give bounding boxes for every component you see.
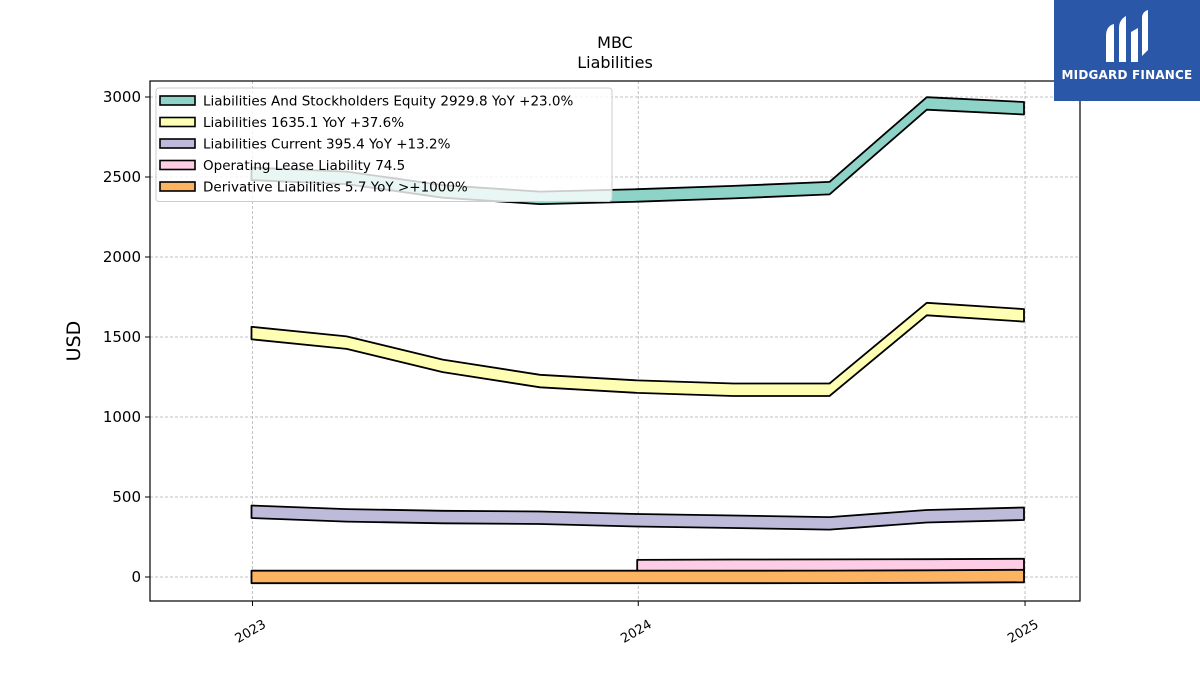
series-band [250, 504, 1025, 531]
y-tick-label: 500 [112, 488, 141, 506]
logo-text: MIDGARD FINANCE [1061, 68, 1193, 82]
x-tick-label: 2023 [233, 617, 269, 647]
legend-entry: Derivative Liabilities 5.7 YoY >+1000% [203, 180, 468, 196]
chart-subtitle: Liabilities [577, 53, 653, 72]
y-tick-label: 2500 [103, 168, 141, 186]
legend-swatch [159, 116, 196, 128]
midgard-finance-logo: MIDGARD FINANCE [1054, 0, 1200, 101]
chart-title: MBC [597, 33, 633, 52]
y-tick-label: 2000 [103, 248, 141, 266]
plot-frame [149, 80, 1081, 602]
y-tick-label: 3000 [103, 88, 141, 106]
y-tick-label: 1500 [103, 328, 141, 346]
legend-entry: Liabilities 1635.1 YoY +37.6% [203, 115, 404, 131]
legend-box [155, 87, 613, 202]
y-axis-label: USD [63, 321, 85, 362]
y-tick-label: 0 [131, 568, 141, 586]
legend-entry: Operating Lease Liability 74.5 [203, 158, 405, 174]
x-tick-label: 2024 [618, 617, 654, 647]
series-layer [250, 96, 1025, 585]
legend-swatch [159, 95, 196, 106]
series-band [250, 568, 1025, 585]
legend-swatch [159, 181, 196, 192]
legend-entry: Liabilities Current 395.4 YoY +13.2% [203, 137, 451, 153]
legend-swatch [159, 159, 196, 171]
series-band [250, 301, 1025, 397]
y-tick-label: 1000 [103, 408, 141, 426]
legend-swatch [159, 138, 196, 149]
midgard-logo-icon [1106, 10, 1148, 62]
x-tick-label: 2025 [1005, 617, 1041, 647]
legend: Liabilities And Stockholders Equity 2929… [155, 87, 613, 202]
legend-entry: Liabilities And Stockholders Equity 2929… [203, 94, 573, 110]
